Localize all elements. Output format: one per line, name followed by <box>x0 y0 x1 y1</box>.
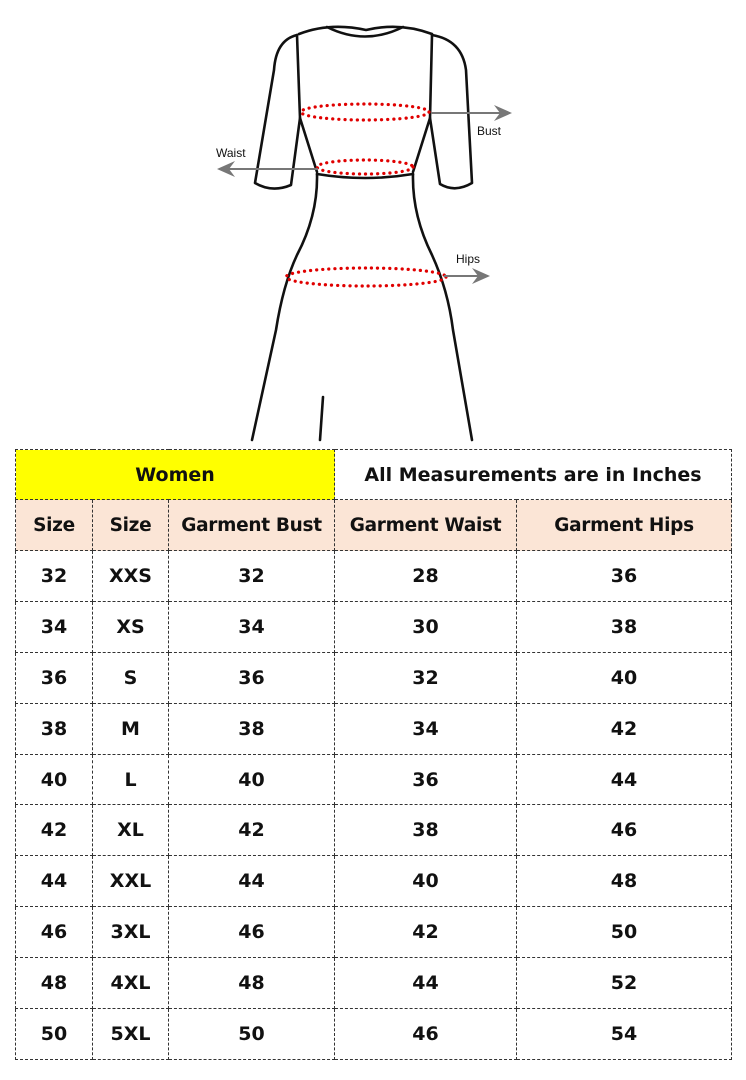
cell-size-letter: M <box>92 702 169 755</box>
cell-garment-bust: 32 <box>167 550 336 602</box>
cell-garment-waist: 34 <box>334 702 518 755</box>
cell-size-letter: XXS <box>92 550 169 602</box>
cell-size-number: 40 <box>15 753 93 806</box>
column-header-garment-waist: Garment Waist <box>334 499 518 551</box>
cell-garment-bust: 50 <box>167 1008 336 1060</box>
cell-size-letter: 4XL <box>92 957 169 1010</box>
group-label: Women <box>14 449 336 500</box>
table-row: 48 4XL 48 44 52 <box>15 957 733 1010</box>
cell-size-letter: XL <box>92 804 169 857</box>
cell-garment-hips: 42 <box>516 702 733 755</box>
cell-garment-waist: 40 <box>334 855 518 908</box>
cell-garment-bust: 44 <box>167 855 336 908</box>
cell-size-number: 36 <box>15 651 93 704</box>
waist-label: Waist <box>216 146 246 160</box>
cell-size-letter: XXL <box>92 855 169 908</box>
cell-garment-waist: 38 <box>334 804 518 857</box>
cell-garment-hips: 36 <box>516 550 733 602</box>
cell-garment-bust: 40 <box>167 753 336 806</box>
cell-garment-bust: 38 <box>167 702 336 755</box>
cell-garment-hips: 40 <box>516 651 733 704</box>
dress-outline <box>250 25 474 442</box>
table-title-row: Women All Measurements are in Inches <box>14 449 733 500</box>
column-header-size-number: Size <box>15 499 93 551</box>
cell-garment-waist: 32 <box>334 651 518 704</box>
cell-size-letter: 5XL <box>92 1008 169 1060</box>
table-row: 44 XXL 44 40 48 <box>15 855 733 908</box>
cell-garment-bust: 42 <box>167 804 336 857</box>
table-row: 34 XS 34 30 38 <box>15 600 733 653</box>
table-row: 46 3XL 46 42 50 <box>15 906 733 959</box>
units-note: All Measurements are in Inches <box>334 449 733 500</box>
cell-size-number: 38 <box>15 702 93 755</box>
header-row: Size Size Garment Bust Garment Waist Garment… <box>15 499 733 551</box>
column-header-garment-bust: Garment Bust <box>167 499 336 551</box>
table-row: 36 S 36 32 40 <box>15 651 733 704</box>
column-header-garment-hips: Garment Hips <box>516 499 733 551</box>
waist-measure-line <box>315 158 415 176</box>
hips-label: Hips <box>456 252 480 266</box>
cell-garment-waist: 42 <box>334 906 518 959</box>
cell-size-letter: L <box>92 753 169 806</box>
cell-garment-hips: 48 <box>516 855 733 908</box>
cell-size-number: 32 <box>15 550 93 602</box>
cell-size-letter: 3XL <box>92 906 169 959</box>
cell-garment-hips: 50 <box>516 906 733 959</box>
cell-size-number: 46 <box>15 906 93 959</box>
cell-size-letter: XS <box>92 600 169 653</box>
cell-garment-waist: 30 <box>334 600 518 653</box>
cell-garment-hips: 46 <box>516 804 733 857</box>
size-chart-table: Women All Measurements are in Inches Siz… <box>14 449 733 1060</box>
cell-size-number: 44 <box>15 855 93 908</box>
cell-size-number: 34 <box>15 600 93 653</box>
hips-measure-line <box>284 266 448 288</box>
bust-label: Bust <box>477 124 502 138</box>
cell-garment-bust: 34 <box>167 600 336 653</box>
cell-size-number: 50 <box>15 1008 93 1060</box>
table-row: 32 XXS 32 28 36 <box>15 550 733 602</box>
cell-garment-waist: 36 <box>334 753 518 806</box>
cell-size-number: 42 <box>15 804 93 857</box>
dress-measurement-diagram: Bust Waist Hips <box>216 25 512 442</box>
cell-garment-bust: 48 <box>167 957 336 1010</box>
measure-lines <box>284 102 448 288</box>
cell-size-number: 48 <box>15 957 93 1010</box>
cell-size-letter: S <box>92 651 169 704</box>
cell-garment-waist: 44 <box>334 957 518 1010</box>
table-row: 42 XL 42 38 46 <box>15 804 733 857</box>
table-row: 38 M 38 34 42 <box>15 702 733 755</box>
cell-garment-hips: 52 <box>516 957 733 1010</box>
table-row: 50 5XL 50 46 54 <box>15 1008 733 1060</box>
cell-garment-hips: 54 <box>516 1008 733 1060</box>
bust-measure-line <box>299 102 431 122</box>
cell-garment-waist: 28 <box>334 550 518 602</box>
cell-garment-bust: 36 <box>167 651 336 704</box>
cell-garment-bust: 46 <box>167 906 336 959</box>
cell-garment-hips: 44 <box>516 753 733 806</box>
column-header-size-letter: Size <box>92 499 169 551</box>
cell-garment-hips: 38 <box>516 600 733 653</box>
cell-garment-waist: 46 <box>334 1008 518 1060</box>
table-row: 40 L 40 36 44 <box>15 753 733 806</box>
